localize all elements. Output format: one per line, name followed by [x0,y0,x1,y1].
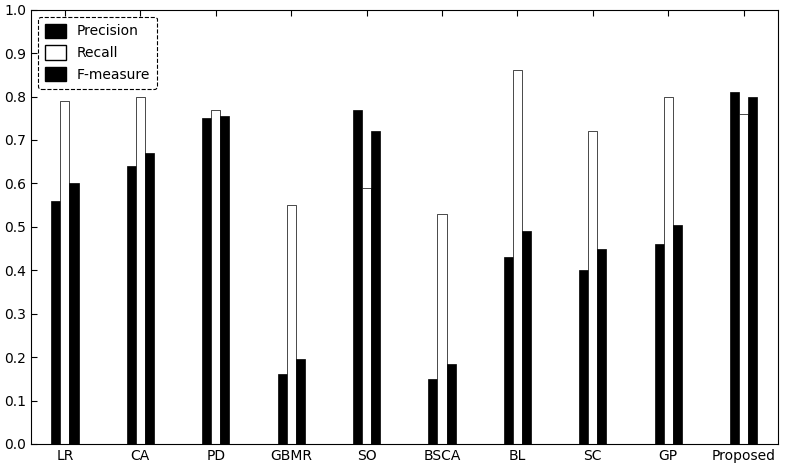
Bar [69,184,79,444]
Bar [597,248,606,444]
Bar [362,188,371,444]
Bar [61,101,69,444]
Bar [748,97,757,444]
Bar [296,359,305,444]
Bar [663,97,673,444]
Bar [438,214,446,444]
Bar [145,153,154,444]
Bar [739,114,748,444]
Bar [446,364,456,444]
Bar [588,131,597,444]
Bar [428,379,438,444]
Bar [673,225,681,444]
Bar [512,71,522,444]
Bar [136,97,145,444]
Bar [127,166,136,444]
Legend: Precision, Recall, F-measure: Precision, Recall, F-measure [38,17,157,89]
Bar [51,201,61,444]
Bar [371,131,380,444]
Bar [202,118,211,444]
Bar [504,257,512,444]
Bar [522,231,531,444]
Bar [277,375,287,444]
Bar [655,244,663,444]
Bar [287,205,296,444]
Bar [211,110,220,444]
Bar [220,116,230,444]
Bar [353,110,362,444]
Bar [579,270,588,444]
Bar [730,92,739,444]
